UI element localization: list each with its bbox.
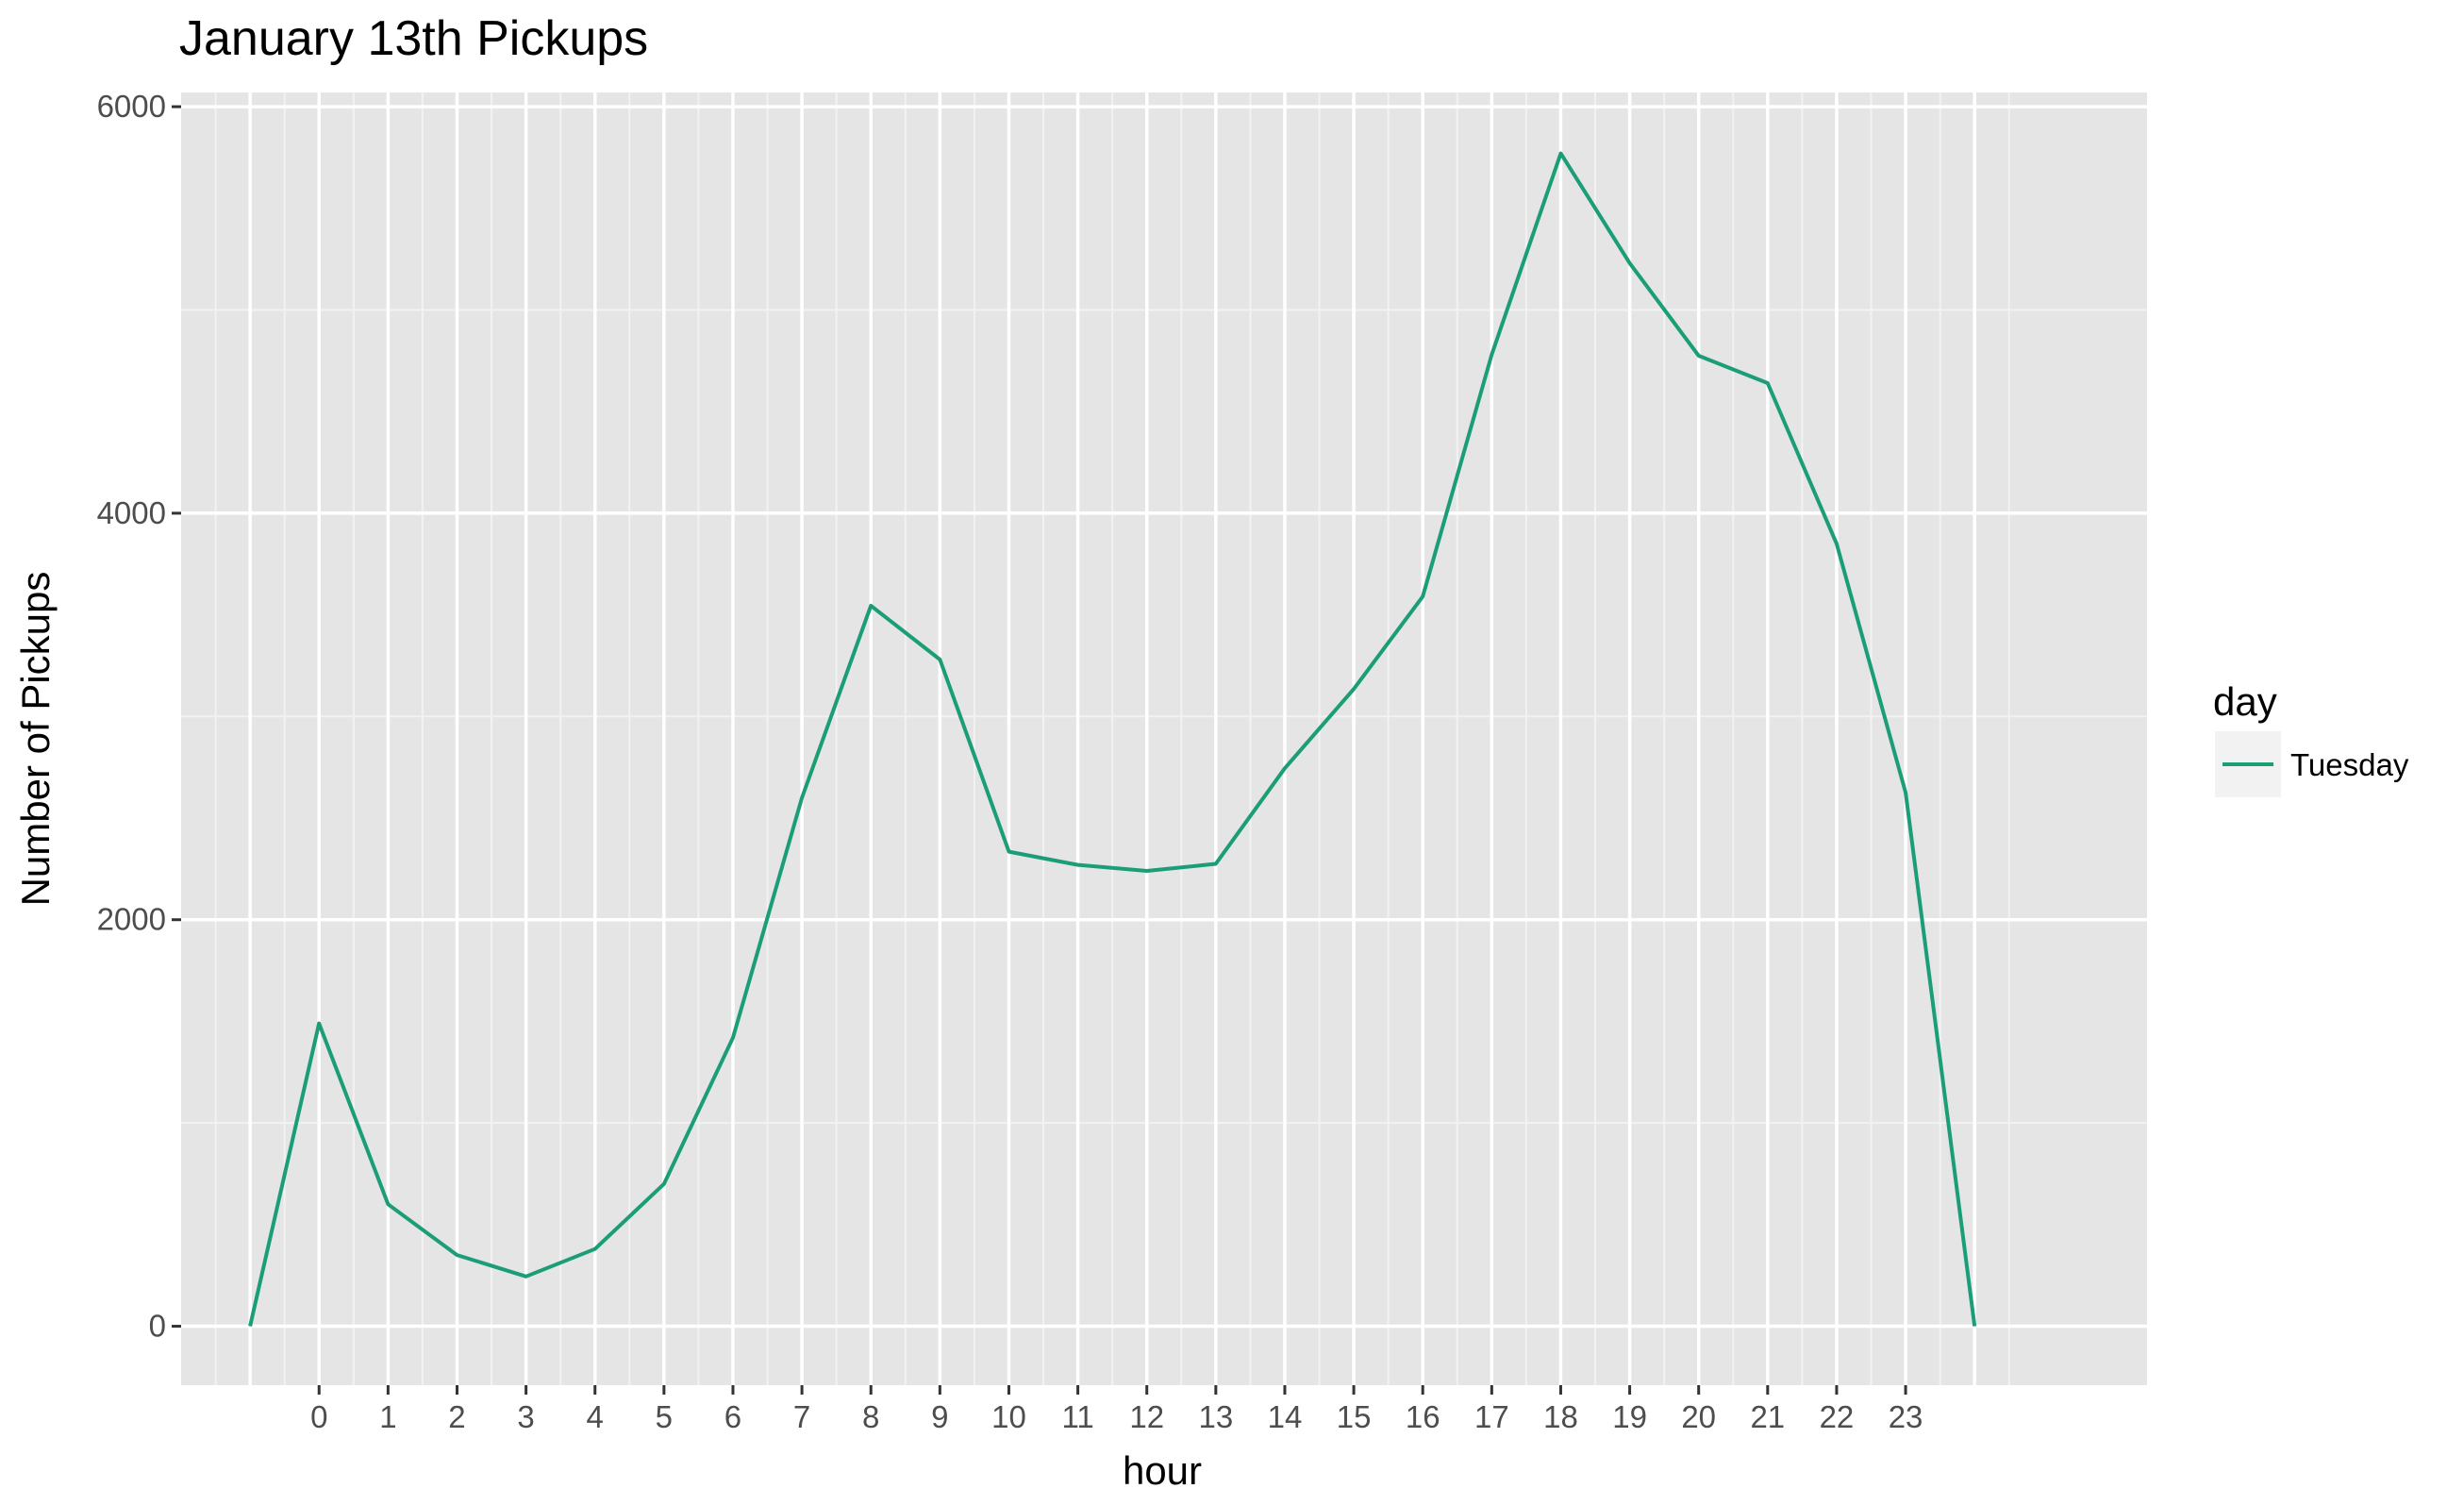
legend-label-tuesday: Tuesday [2290,747,2409,782]
series-layer [248,151,1977,1327]
series-line-tuesday [248,151,1977,1327]
x-axis-title: hour [1123,1448,1202,1493]
x-tick-label: 2 [448,1399,465,1434]
x-tick-label: 0 [310,1399,327,1434]
x-tick-label: 5 [656,1399,673,1434]
y-axis-title: Number of Pickups [13,572,58,907]
x-tick-label: 14 [1268,1399,1303,1434]
x-tick-label: 19 [1612,1399,1647,1434]
x-tick-label: 12 [1129,1399,1164,1434]
x-tick-label: 3 [517,1399,534,1434]
x-tick-label: 4 [587,1399,604,1434]
x-tick-label: 20 [1681,1399,1716,1434]
x-tick-label: 1 [379,1399,396,1434]
y-tick-label: 6000 [97,89,166,124]
x-tick-label: 17 [1474,1399,1509,1434]
y-tick-label: 2000 [97,902,166,937]
x-tick-label: 16 [1406,1399,1440,1434]
y-axis-ticks: 0 2000 4000 6000 [97,89,181,1344]
legend: day Tuesday [2213,679,2409,797]
x-tick-label: 18 [1543,1399,1578,1434]
major-x-gridlines [248,92,1976,1385]
legend-title: day [2213,679,2277,724]
x-tick-label: 9 [931,1399,948,1434]
x-tick-label: 11 [1061,1399,1093,1434]
plot-panel [181,92,2147,1385]
x-tick-label: 10 [991,1399,1026,1434]
y-tick-label: 0 [149,1309,166,1344]
x-tick-label: 13 [1198,1399,1233,1434]
x-axis-ticks: 0 1 2 3 4 5 6 7 8 9 10 11 12 13 14 15 16 17 18 19 20 21 22 23 [310,1385,1923,1434]
x-tick-label: 7 [793,1399,810,1434]
minor-y-gridlines [181,309,2147,1125]
x-tick-label: 23 [1889,1399,1923,1434]
y-tick-label: 4000 [97,495,166,530]
minor-x-gridlines [214,92,2010,1385]
x-tick-label: 22 [1820,1399,1855,1434]
chart-title: January 13th Pickups [179,11,648,66]
x-tick-label: 15 [1337,1399,1372,1434]
x-tick-label: 21 [1750,1399,1785,1434]
major-y-gridlines [181,105,2147,1329]
x-tick-label: 6 [724,1399,741,1434]
x-tick-label: 8 [862,1399,879,1434]
